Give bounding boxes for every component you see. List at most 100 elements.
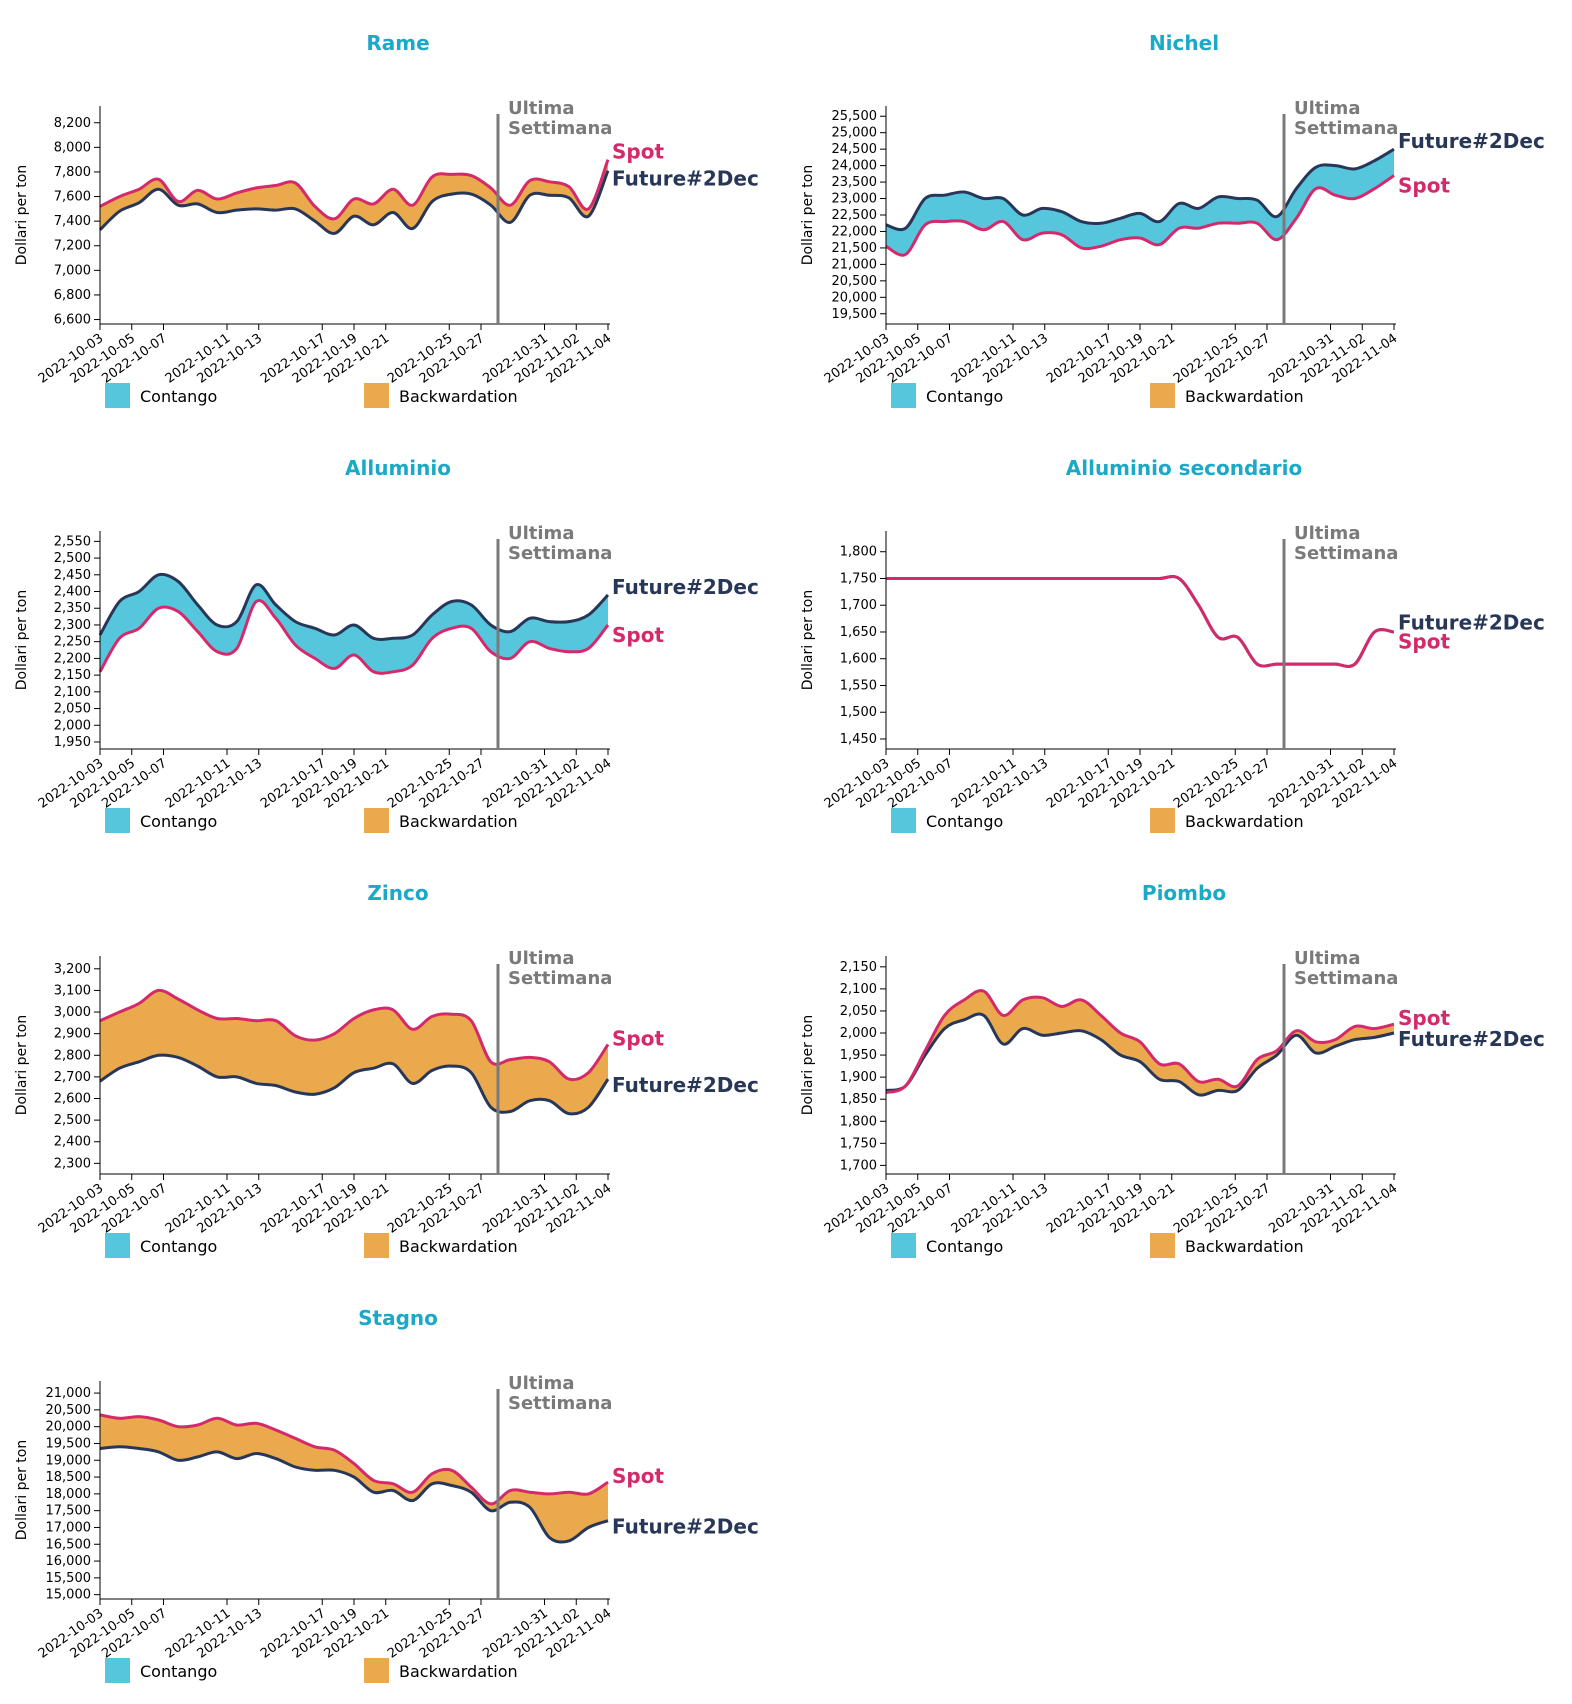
chart-panel-zinco: Zinco 2,300 2,400 2,500 2,600 2,700 2,800 2,900… <box>0 850 786 1275</box>
week-marker-label: Settimana <box>508 118 612 139</box>
spot-line <box>885 174 1395 257</box>
y-tick-label: 1,950 <box>840 1048 877 1063</box>
chart-title: Alluminio <box>345 456 451 480</box>
y-axis-label: Dollari per ton <box>14 1440 30 1540</box>
y-tick-label: 7,200 <box>54 239 91 254</box>
legend-contango-swatch <box>105 808 130 833</box>
y-tick-label: 1,950 <box>54 735 91 750</box>
legend-contango-label: Contango <box>926 387 1003 406</box>
legend-backwardation-swatch <box>1150 1233 1175 1258</box>
chart-svg: Alluminio secondario 1,450 1,500 1,550 1,600… <box>800 456 1545 833</box>
legend-backwardation-label: Backwardation <box>399 1662 518 1681</box>
legend-backwardation-label: Backwardation <box>399 387 518 406</box>
chart-title: Alluminio secondario <box>1066 456 1303 480</box>
chart-svg: Alluminio1,9502,0002,0502,1002,1502,2002… <box>14 456 759 833</box>
chart-panel-piombo: Piombo 1,700 1,750 1,800 1,850 1,900 1,950 2,00… <box>786 850 1572 1275</box>
y-tick-label: 15,000 <box>46 1588 92 1603</box>
week-marker-label: Settimana <box>1294 543 1398 564</box>
y-tick-label: 19,000 <box>46 1453 92 1468</box>
y-tick-label: 1,550 <box>840 678 877 693</box>
y-tick-label: 2,000 <box>54 718 91 733</box>
spot-line <box>99 159 610 221</box>
week-marker-label: Ultima <box>508 98 574 119</box>
future-series-label: Future#2Dec <box>612 1515 759 1539</box>
legend-contango-swatch <box>105 383 130 408</box>
week-marker-label: Ultima <box>508 948 574 969</box>
future-line <box>885 1012 1395 1097</box>
y-tick-label: 2,400 <box>54 1135 91 1150</box>
legend-backwardation-label: Backwardation <box>1185 1237 1304 1256</box>
chart-title: Nichel <box>1149 31 1219 55</box>
week-marker-label: Settimana <box>508 968 612 989</box>
y-tick-label: 2,350 <box>54 601 91 616</box>
y-tick-label: 8,000 <box>54 140 91 155</box>
y-tick-label: 2,700 <box>54 1070 91 1085</box>
legend-backwardation-swatch <box>1150 808 1175 833</box>
y-tick-label: 1,800 <box>840 1114 877 1129</box>
legend-contango-swatch <box>891 808 916 833</box>
legend-contango-label: Contango <box>140 1237 217 1256</box>
legend-contango-swatch <box>891 1233 916 1258</box>
legend-backwardation-label: Backwardation <box>1185 812 1304 831</box>
y-tick-label: 6,600 <box>54 313 91 328</box>
future-series-label: Future#2Dec <box>1398 610 1545 634</box>
y-tick-label: 2,800 <box>54 1048 91 1063</box>
chart-svg: Rame 6,600 6,800 7,000 7,200 7,400 7,600 7,800 8… <box>14 31 759 408</box>
chart-svg: Stagno 15,000 15,500 16,000 16,500 17,00017,5… <box>14 1306 759 1683</box>
future-line <box>98 170 610 235</box>
legend-backwardation-swatch <box>364 1233 389 1258</box>
y-tick-label: 2,500 <box>54 1113 91 1128</box>
week-marker-label: Settimana <box>1294 118 1398 139</box>
y-tick-label: 2,200 <box>54 651 91 666</box>
spot-line <box>885 575 1395 668</box>
legend-contango-swatch <box>891 383 916 408</box>
chart-panel-rame: Rame 6,600 6,800 7,000 7,200 7,400 7,600 7,800 8… <box>0 0 786 425</box>
y-tick-label: 7,000 <box>54 263 91 278</box>
week-marker-label: Settimana <box>508 1393 612 1414</box>
future-series-label: Future#2Dec <box>612 1073 759 1097</box>
y-tick-label: 21,000 <box>46 1386 92 1401</box>
y-axis-label: Dollari per ton <box>14 590 30 690</box>
y-tick-label: 1,700 <box>840 598 877 613</box>
y-tick-label: 1,800 <box>840 545 877 560</box>
y-tick-label: 2,600 <box>54 1092 91 1107</box>
future-line <box>885 575 1395 668</box>
y-tick-label: 21,500 <box>832 241 878 256</box>
legend-contango-label: Contango <box>140 387 217 406</box>
future-line <box>98 572 610 641</box>
y-tick-label: 1,700 <box>840 1158 877 1173</box>
future-line <box>99 1053 610 1116</box>
y-tick-label: 2,550 <box>54 534 91 549</box>
y-tick-label: 3,000 <box>54 1005 91 1020</box>
legend-contango-label: Contango <box>926 812 1003 831</box>
y-tick-label: 2,150 <box>840 960 877 975</box>
y-tick-label: 15,500 <box>46 1571 92 1586</box>
week-marker-label: Ultima <box>1294 98 1360 119</box>
legend-backwardation-swatch <box>364 1658 389 1683</box>
y-tick-label: 1,750 <box>840 1136 877 1151</box>
week-marker-label: Settimana <box>1294 968 1398 989</box>
y-tick-label: 18,500 <box>46 1470 92 1485</box>
spot-series-label: Spot <box>612 1464 664 1488</box>
spot-series-label: Spot <box>612 623 664 647</box>
chart-title: Rame <box>366 31 429 55</box>
y-tick-label: 1,600 <box>840 652 877 667</box>
spot-line <box>98 599 610 675</box>
y-tick-label: 25,500 <box>832 109 878 124</box>
spot-series-label: Spot <box>1398 629 1450 653</box>
y-tick-label: 7,400 <box>54 214 91 229</box>
chart-panel-nichel: Nichel 19,500 20,000 20,500 21,000 21,500 22,0… <box>786 0 1572 425</box>
y-axis-label: Dollari per ton <box>800 1015 816 1115</box>
spread-area <box>100 159 608 234</box>
spread-area <box>100 1414 608 1543</box>
y-tick-label: 21,000 <box>832 257 878 272</box>
y-tick-label: 1,750 <box>840 571 877 586</box>
y-tick-label: 2,150 <box>54 668 91 683</box>
chart-panel-stagno: Stagno 15,000 15,500 16,000 16,500 17,000 17,5… <box>0 1275 786 1700</box>
y-tick-label: 1,650 <box>840 625 877 640</box>
legend-backwardation-swatch <box>1150 383 1175 408</box>
legend-contango-label: Contango <box>140 812 217 831</box>
week-marker-label: Ultima <box>1294 523 1360 544</box>
week-marker-label: Ultima <box>1294 948 1360 969</box>
week-marker-label: Settimana <box>508 543 612 564</box>
